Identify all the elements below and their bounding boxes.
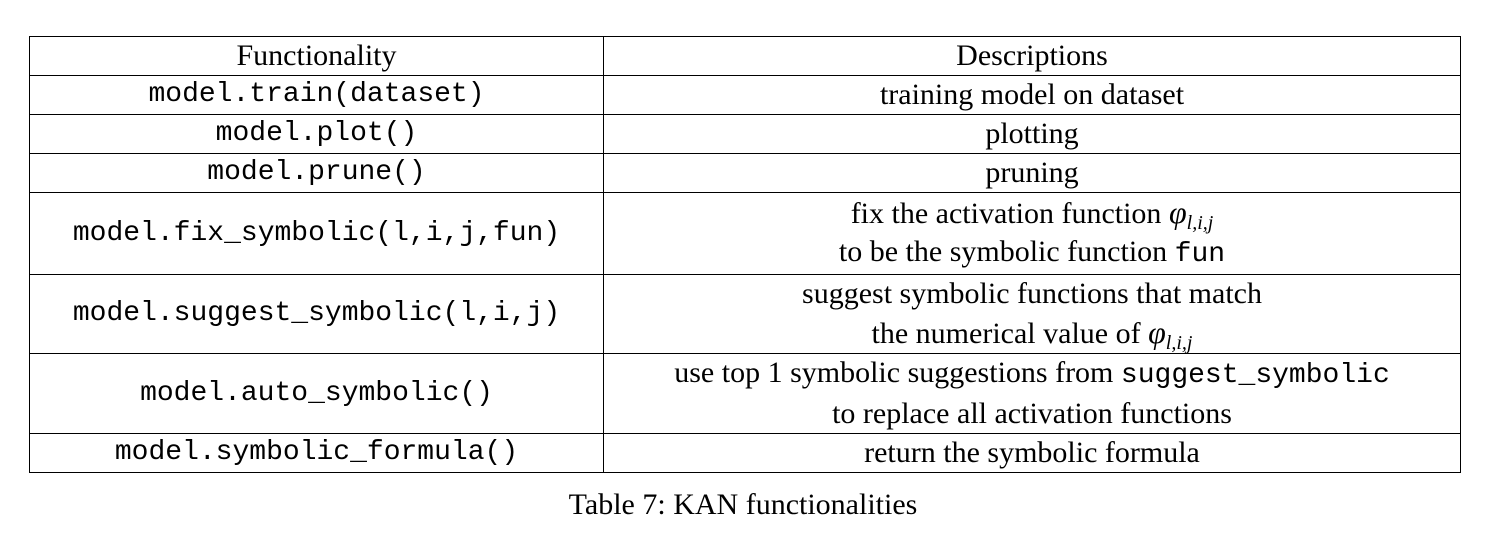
function-cell: model.plot() — [29, 114, 604, 154]
table-row: model.train(dataset) training model on d… — [29, 75, 1461, 115]
table-row: model.symbolic_formula() return the symb… — [29, 433, 1461, 473]
phi-subscript: l,i,j — [1165, 332, 1193, 354]
table-row: model.fix_symbolic(l,i,j,fun) fix the ac… — [29, 192, 1461, 275]
kan-functionalities-table: Functionality Descriptions model.train(d… — [29, 36, 1461, 473]
description-cell: plotting — [603, 114, 1461, 154]
description-text: use top 1 symbolic suggestions from — [674, 356, 1121, 389]
table-caption: Table 7: KAN functionalities — [568, 488, 918, 521]
description-text: fix the activation function — [850, 197, 1169, 230]
phi-symbol: φl,i,j — [1168, 194, 1213, 233]
description-line: suggest symbolic functions that match — [802, 277, 1262, 310]
description-line: to be the symbolic function fun — [608, 233, 1456, 274]
table-row: model.prune() pruning — [29, 153, 1461, 193]
description-text: to be the symbolic function — [838, 235, 1175, 268]
function-cell: model.symbolic_formula() — [29, 433, 604, 473]
description-line: fix the activation function φl,i,j — [608, 193, 1456, 233]
function-cell: model.train(dataset) — [29, 75, 604, 115]
function-cell: model.prune() — [29, 153, 604, 193]
description-cell: training model on dataset — [603, 75, 1461, 115]
table-row: model.plot() plotting — [29, 114, 1461, 154]
description-text: the numerical value of — [871, 317, 1149, 350]
description-cell: use top 1 symbolic suggestions from sugg… — [603, 353, 1461, 434]
description-line: to replace all activation functions — [832, 397, 1232, 430]
description-cell: return the symbolic formula — [603, 433, 1461, 473]
table-row: model.suggest_symbolic(l,i,j) suggest sy… — [29, 274, 1461, 354]
description-cell: suggest symbolic functions that match th… — [603, 274, 1461, 354]
phi-symbol: φl,i,j — [1148, 314, 1192, 353]
header-descriptions: Descriptions — [603, 36, 1461, 76]
header-functionality: Functionality — [29, 36, 604, 76]
description-line: the numerical value of φl,i,j — [608, 313, 1456, 353]
description-cell: fix the activation function φl,i,j to be… — [603, 192, 1461, 275]
description-cell: pruning — [603, 153, 1461, 193]
phi-subscript: l,i,j — [1186, 212, 1214, 234]
phi-letter: φ — [1168, 194, 1187, 230]
table-header-row: Functionality Descriptions — [29, 36, 1461, 76]
code-term: fun — [1174, 239, 1226, 270]
function-cell: model.auto_symbolic() — [29, 353, 604, 434]
function-cell: model.fix_symbolic(l,i,j,fun) — [29, 192, 604, 275]
function-cell: model.suggest_symbolic(l,i,j) — [29, 274, 604, 354]
phi-letter: φ — [1148, 314, 1166, 350]
table-row: model.auto_symbolic() use top 1 symbolic… — [29, 353, 1461, 434]
code-term: suggest_symbolic — [1120, 360, 1390, 391]
description-line: use top 1 symbolic suggestions from sugg… — [608, 354, 1456, 395]
